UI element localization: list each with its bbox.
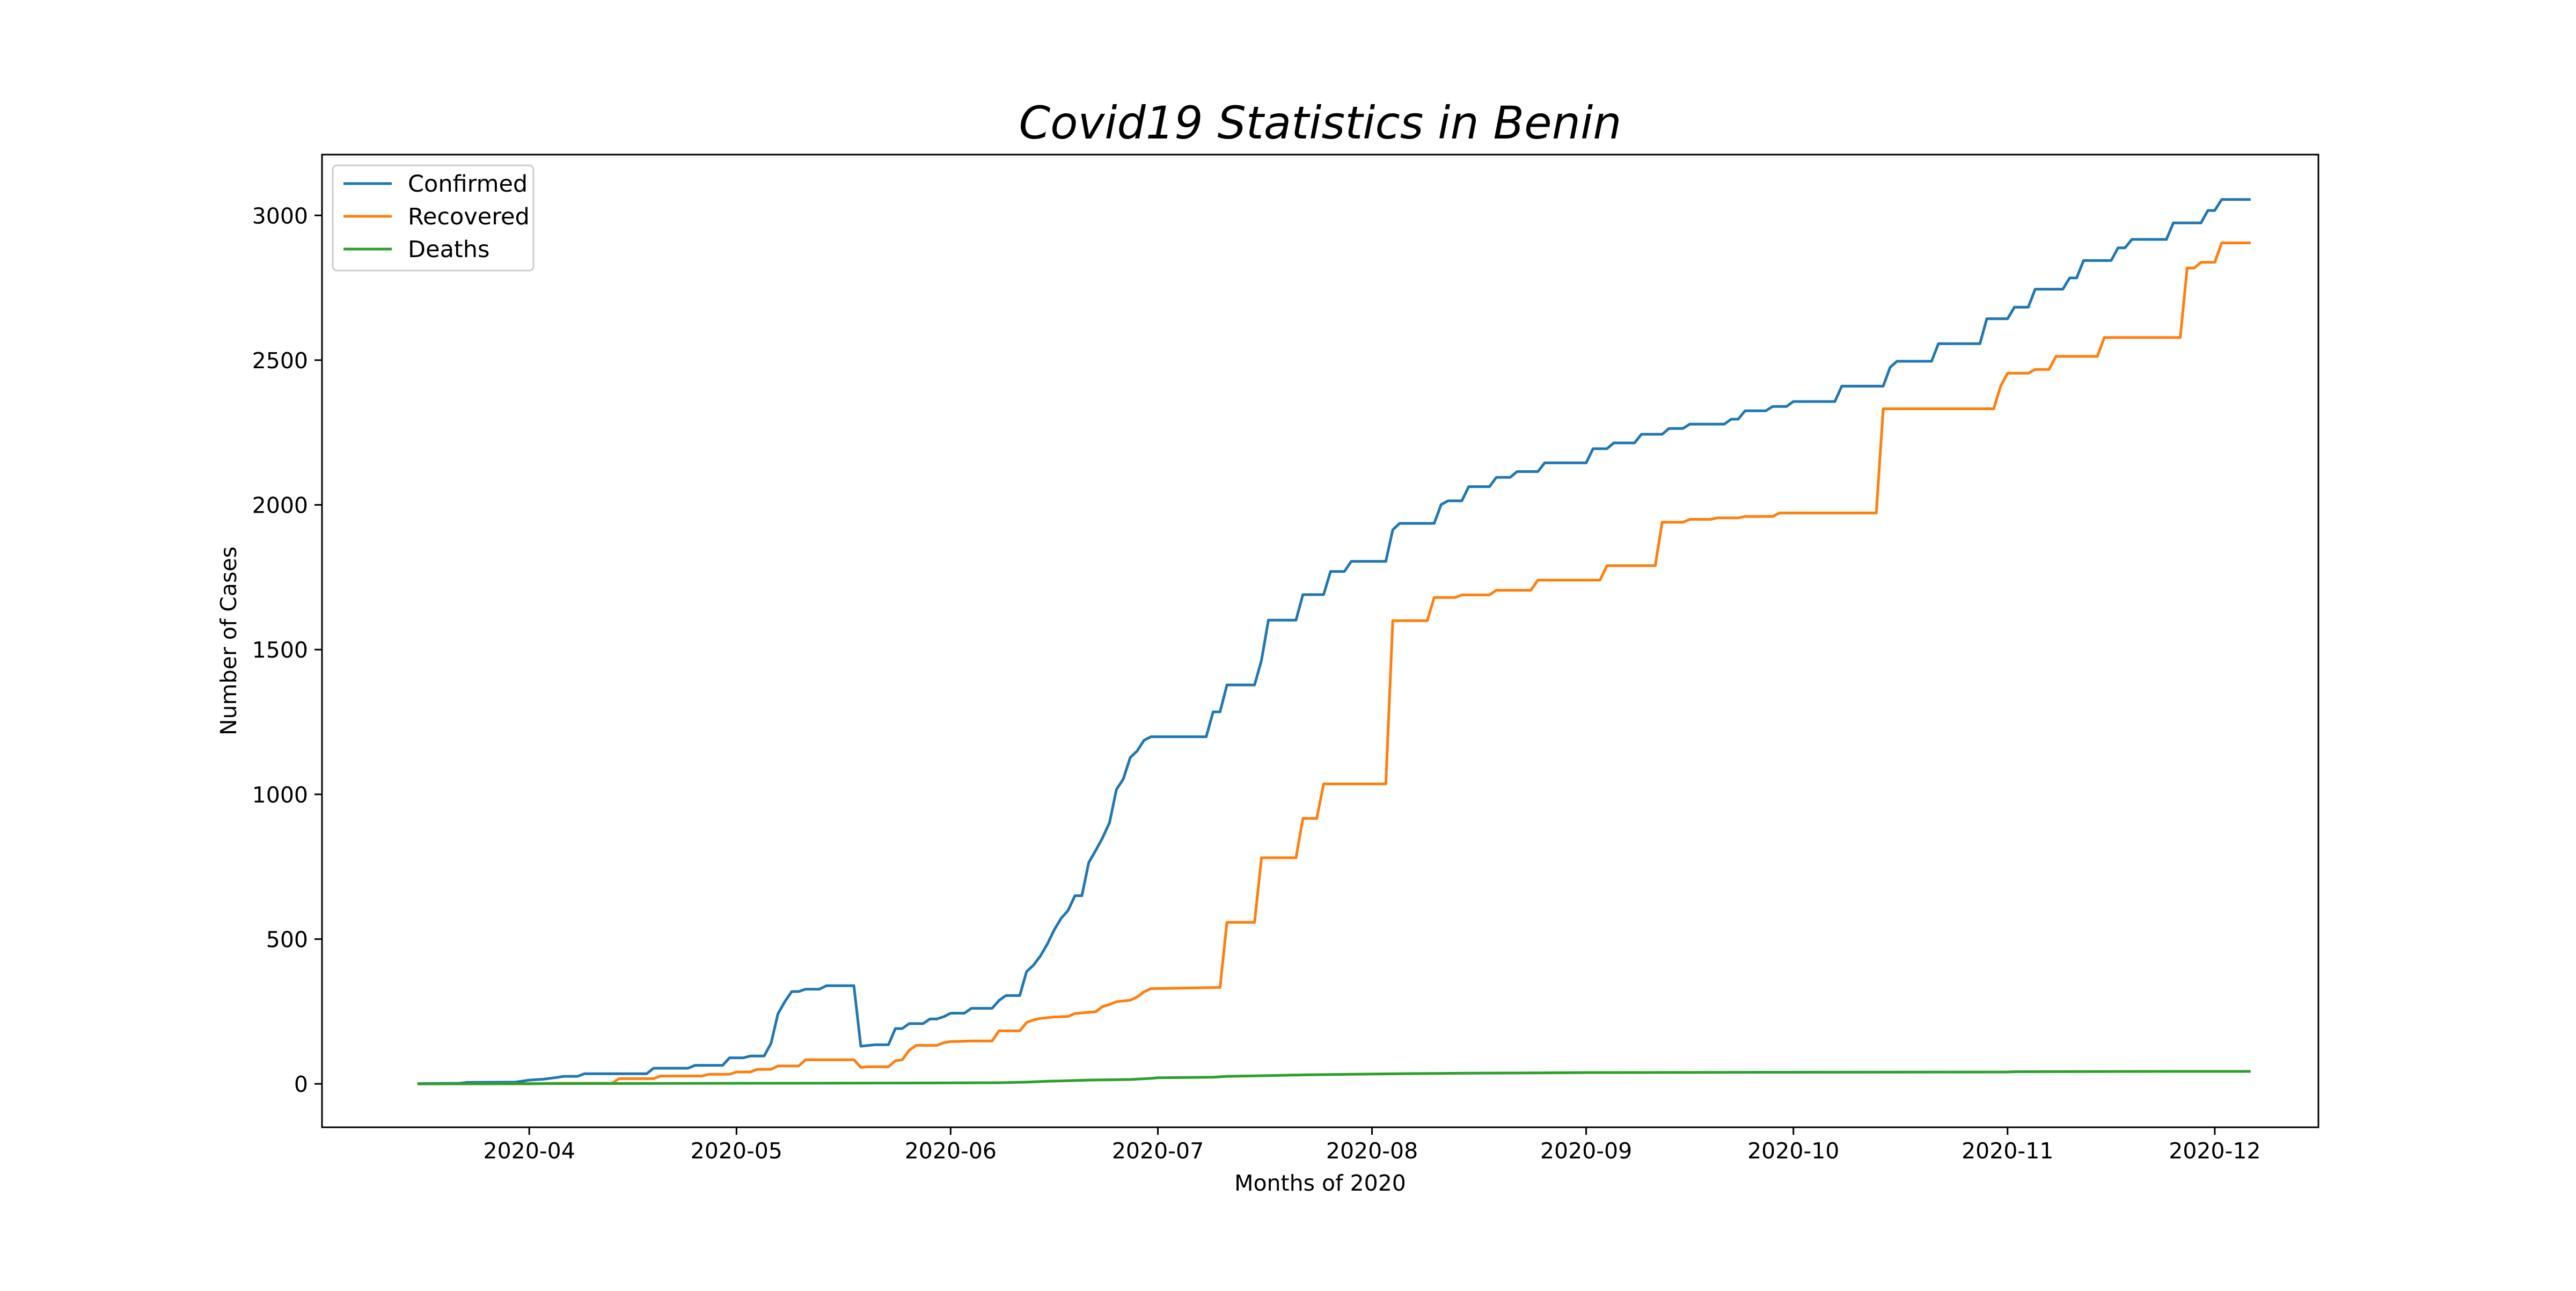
y-axis-label: Number of Cases	[216, 546, 241, 735]
series-line-deaths	[417, 1070, 2251, 1085]
y-tick-label: 500	[266, 927, 308, 952]
x-tick-label: 2020-04	[484, 1138, 575, 1164]
legend-label-recovered: Recovered	[408, 203, 530, 230]
y-tick-label: 0	[294, 1071, 308, 1097]
series-line-confirmed	[417, 198, 2251, 1085]
y-tick-label: 2000	[252, 493, 308, 519]
x-tick-label: 2020-10	[1747, 1138, 1839, 1164]
x-tick-label: 2020-12	[2169, 1138, 2260, 1164]
x-tick-label: 2020-08	[1326, 1138, 1418, 1164]
chart-title: Covid19 Statistics in Benin	[1019, 97, 1621, 149]
series-layer	[417, 198, 2251, 1085]
plot-frame	[321, 154, 2319, 1128]
x-tick-label: 2020-06	[905, 1138, 997, 1164]
x-tick-label: 2020-09	[1540, 1138, 1632, 1164]
x-tick-label: 2020-07	[1112, 1138, 1204, 1164]
y-tick-label: 3000	[252, 203, 308, 229]
y-axis: 0 500 1000 1500 2000 2500 3000	[252, 203, 322, 1097]
legend-box	[332, 164, 535, 272]
x-axis-label: Months of 2020	[1234, 1170, 1406, 1196]
y-tick-label: 1500	[252, 637, 308, 663]
y-tick-label: 2500	[252, 348, 308, 374]
x-axis: 2020-04 2020-05 2020-06 2020-07 2020-08 2020-…	[484, 1127, 2261, 1164]
series-line-recovered	[417, 242, 2251, 1085]
y-tick-label: 1000	[252, 782, 308, 808]
legend-label-confirmed: Confirmed	[408, 171, 528, 198]
x-tick-label: 2020-11	[1962, 1138, 2053, 1164]
legend-label-deaths: Deaths	[408, 236, 489, 263]
legend: Confirmed Recovered Deaths	[332, 164, 535, 272]
x-tick-label: 2020-05	[691, 1138, 782, 1164]
